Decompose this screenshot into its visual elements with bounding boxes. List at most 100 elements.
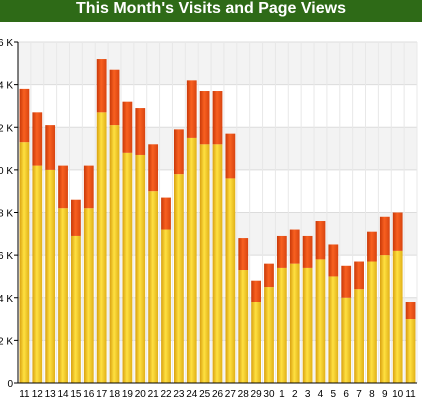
bar-segment-upper — [354, 261, 364, 290]
x-tick-label: 19 — [122, 389, 134, 400]
x-tick-label: 15 — [70, 389, 82, 400]
x-tick-label: 4 — [318, 389, 324, 400]
x-tick-label: 9 — [382, 389, 388, 400]
x-tick-label: 24 — [186, 389, 198, 400]
x-tick-label: 1 — [279, 389, 285, 400]
bar-segment-upper — [186, 80, 197, 138]
x-tick-label: 27 — [225, 389, 237, 400]
bar-segment-upper — [45, 125, 56, 170]
bar-segment-lower — [212, 144, 223, 383]
bar-segment-lower — [161, 229, 171, 383]
x-tick-label: 14 — [57, 389, 69, 400]
bar-segment-lower — [315, 259, 326, 383]
bar-segment-upper — [264, 263, 274, 288]
x-tick-label: 11 — [405, 389, 416, 400]
bar-segment-lower — [405, 319, 416, 383]
bar-segment-lower — [96, 112, 107, 384]
bar-segment-upper — [328, 244, 339, 277]
bar-segment-upper — [238, 238, 249, 271]
grid-band — [18, 42, 417, 85]
bar-segment-lower — [186, 137, 197, 383]
bar-segment-upper — [19, 88, 30, 143]
bar-segment-lower — [148, 191, 159, 383]
bar-segment-lower — [135, 154, 146, 383]
x-tick-label: 18 — [109, 389, 121, 400]
bar-segment-upper — [392, 212, 403, 251]
y-tick-label: 0 — [7, 379, 13, 390]
bar-segment-lower — [199, 144, 210, 383]
chart-title-bar: This Month's Visits and Page Views — [0, 0, 422, 22]
bar-segment-lower — [58, 208, 68, 383]
bar-segment-upper — [289, 229, 300, 264]
x-tick-label: 28 — [238, 389, 250, 400]
bar-segment-upper — [212, 91, 223, 145]
x-tick-label: 25 — [199, 389, 211, 400]
bar-segment-upper — [109, 69, 120, 126]
x-tick-label: 2 — [292, 389, 298, 400]
bar-segment-lower — [32, 165, 43, 383]
bar-segment-upper — [341, 265, 352, 298]
bar-segment-lower — [302, 267, 313, 383]
y-tick-label: 4 K — [0, 294, 13, 305]
bar-segment-lower — [251, 302, 262, 383]
bar-segment-lower — [354, 289, 364, 383]
bar-segment-upper — [367, 231, 377, 262]
x-tick-label: 16 — [83, 389, 95, 400]
bar-segment-upper — [302, 235, 313, 268]
x-tick-label: 20 — [135, 389, 147, 400]
bar-segment-lower — [45, 169, 56, 383]
bar-segment-upper — [315, 221, 326, 260]
x-tick-label: 13 — [45, 389, 57, 400]
x-tick-label: 21 — [148, 389, 160, 400]
bar-segment-lower — [83, 208, 94, 383]
bar-segment-upper — [379, 216, 390, 256]
bar-segment-lower — [328, 276, 339, 383]
bar-segment-upper — [135, 108, 146, 155]
x-tick-label: 10 — [392, 389, 404, 400]
bar-segment-lower — [225, 178, 236, 383]
bar-segment-lower — [276, 267, 287, 383]
bar-segment-lower — [71, 235, 81, 383]
bar-segment-lower — [109, 125, 120, 384]
bar-segment-upper — [58, 165, 68, 209]
bar-segment-lower — [238, 270, 249, 383]
bar-chart: 02 K4 K6 K8 K10 K12 K14 K16 K11121314151… — [0, 38, 418, 400]
bar-segment-lower — [289, 263, 300, 383]
x-tick-label: 22 — [160, 389, 172, 400]
bar-segment-upper — [148, 144, 159, 192]
bar-segment-upper — [276, 235, 287, 268]
y-tick-label: 2 K — [0, 336, 13, 347]
y-tick-label: 8 K — [0, 209, 13, 220]
x-tick-label: 5 — [331, 389, 337, 400]
x-tick-label: 8 — [369, 389, 375, 400]
bar-segment-lower — [367, 261, 377, 383]
bar-segment-lower — [173, 174, 184, 383]
y-tick-label: 16 K — [0, 38, 13, 49]
x-tick-label: 6 — [343, 389, 349, 400]
y-tick-label: 14 K — [0, 81, 13, 92]
x-tick-label: 26 — [212, 389, 224, 400]
bar-segment-upper — [173, 129, 184, 175]
y-tick-label: 6 K — [0, 251, 13, 262]
bar-segment-lower — [341, 297, 352, 383]
bar-segment-upper — [71, 199, 81, 236]
x-tick-label: 12 — [32, 389, 44, 400]
bar-segment-lower — [122, 152, 133, 383]
bar-segment-lower — [379, 255, 390, 383]
bar-segment-lower — [392, 250, 403, 383]
x-tick-label: 11 — [19, 389, 30, 400]
axes: 02 K4 K6 K8 K10 K12 K14 K16 K11121314151… — [0, 38, 417, 400]
bar-segment-upper — [32, 112, 43, 166]
x-tick-label: 7 — [356, 389, 362, 400]
bar-segment-lower — [19, 142, 30, 383]
bar-segment-upper — [199, 91, 210, 145]
chart-title: This Month's Visits and Page Views — [76, 0, 346, 17]
bar-segment-upper — [405, 302, 416, 320]
bar-segment-upper — [96, 59, 107, 113]
x-tick-label: 23 — [173, 389, 185, 400]
bar-segment-upper — [225, 133, 236, 179]
bar-segment-lower — [264, 287, 274, 383]
bar-segment-upper — [251, 280, 262, 303]
x-tick-label: 3 — [305, 389, 311, 400]
bar-segment-upper — [122, 101, 133, 153]
